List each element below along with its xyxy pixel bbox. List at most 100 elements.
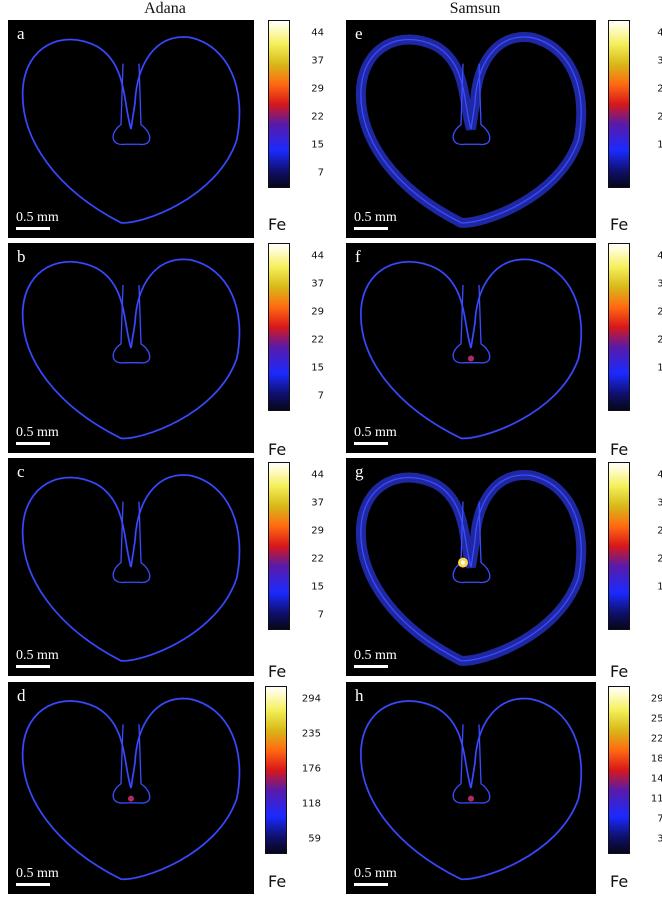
- scale-bar-line: [16, 665, 50, 668]
- colorbar-tick-label: 44: [657, 27, 662, 39]
- image-panel-f: f 0.5 mm: [346, 243, 596, 453]
- element-label-fe: Fe: [610, 872, 629, 891]
- scale-bar: 0.5 mm: [354, 425, 397, 445]
- colorbar-tick-label: 74: [657, 813, 662, 825]
- colorbar-tick-label: 15: [311, 581, 324, 593]
- colorbar: [608, 686, 630, 854]
- colorbar-tick-label: 176: [301, 763, 321, 775]
- colorbar-tick-label: 29: [311, 525, 324, 537]
- panel-label: a: [17, 24, 25, 43]
- colorbar-tick-label: 59: [308, 833, 321, 845]
- scale-bar-line: [16, 227, 50, 230]
- image-panel-d: d 0.5 mm: [8, 682, 254, 894]
- scale-bar: 0.5 mm: [16, 210, 59, 230]
- panel-label: d: [17, 686, 26, 705]
- scale-bar-label: 0.5 mm: [354, 210, 397, 225]
- panel-label: f: [355, 247, 361, 266]
- scale-bar: 0.5 mm: [16, 425, 59, 445]
- colorbar-tick-label: 37: [657, 55, 662, 67]
- scale-bar-line: [16, 442, 50, 445]
- colorbar-tick-label: 29: [311, 83, 324, 95]
- scale-bar-label: 0.5 mm: [354, 866, 397, 881]
- colorbar-tick-label: 257: [650, 713, 662, 725]
- colorbar-tick-label: 22: [657, 553, 662, 565]
- scale-bar-line: [354, 883, 388, 886]
- colorbar: [265, 686, 287, 854]
- scale-bar-label: 0.5 mm: [16, 866, 59, 881]
- column-title-adana: Adana: [144, 0, 186, 17]
- image-panel-g: g 0.5 mm: [346, 458, 596, 676]
- colorbar-tick-label: 37: [657, 278, 662, 290]
- colorbar-tick-label: 22: [657, 111, 662, 123]
- scale-bar: 0.5 mm: [354, 866, 397, 886]
- scale-bar: 0.5 mm: [16, 648, 59, 668]
- colorbar-tick-label: 15: [311, 362, 324, 374]
- colorbar: [608, 462, 630, 630]
- colorbar-tick-label: 37: [311, 55, 324, 67]
- colorbar-tick-label: 221: [650, 733, 662, 745]
- colorbar-tick-label: 37: [311, 278, 324, 290]
- fe-distribution-map: [21, 474, 241, 662]
- panel-label: e: [355, 24, 363, 43]
- colorbar-tick-label: 7: [317, 167, 324, 179]
- colorbar-tick-label: 147: [650, 773, 662, 785]
- scale-bar-line: [16, 883, 50, 886]
- image-panel-a: a 0.5 mm: [8, 20, 254, 238]
- scale-bar-label: 0.5 mm: [354, 425, 397, 440]
- fe-distribution-map: [355, 32, 587, 228]
- element-label-fe: Fe: [610, 662, 629, 681]
- colorbar: [268, 20, 290, 188]
- colorbar-tick-label: 118: [301, 798, 321, 810]
- fe-distribution-map: [21, 36, 241, 224]
- colorbar-tick-label: 294: [650, 693, 662, 705]
- scale-bar: 0.5 mm: [354, 210, 397, 230]
- image-panel-h: h 0.5 mm: [346, 682, 596, 894]
- image-panel-c: c 0.5 mm: [8, 458, 254, 676]
- colorbar: [608, 20, 630, 188]
- panel-label: c: [17, 462, 25, 481]
- colorbar-tick-label: 22: [311, 553, 324, 565]
- element-label-fe: Fe: [268, 440, 287, 459]
- colorbar-tick-label: 235: [301, 728, 321, 740]
- colorbar-tick-label: 15: [657, 581, 662, 593]
- element-label-fe: Fe: [268, 215, 287, 234]
- element-label-fe: Fe: [268, 662, 287, 681]
- image-panel-e: e 0.5 mm: [346, 20, 596, 238]
- image-panel-b: b 0.5 mm: [8, 243, 254, 453]
- scale-bar: 0.5 mm: [354, 648, 397, 668]
- fe-distribution-map: [359, 258, 583, 440]
- colorbar-tick-label: 22: [657, 334, 662, 346]
- fe-distribution-map: [21, 697, 241, 881]
- colorbar-tick-label: 7: [317, 390, 324, 402]
- element-label-fe: Fe: [610, 440, 629, 459]
- colorbar-tick-label: 44: [311, 27, 324, 39]
- colorbar-tick-label: 44: [657, 250, 662, 262]
- scale-bar-label: 0.5 mm: [354, 648, 397, 663]
- colorbar: [608, 243, 630, 411]
- column-title-samsun: Samsun: [449, 0, 501, 17]
- panel-label: b: [17, 247, 26, 266]
- colorbar-tick-label: 7: [317, 609, 324, 621]
- scale-bar-label: 0.5 mm: [16, 425, 59, 440]
- panel-label: g: [355, 462, 364, 481]
- scale-bar-line: [354, 665, 388, 668]
- colorbar-tick-label: 29: [311, 306, 324, 318]
- colorbar-tick-label: 37: [657, 497, 662, 509]
- colorbar: [268, 462, 290, 630]
- colorbar-tick-label: 37: [311, 497, 324, 509]
- colorbar-tick-label: 29: [657, 525, 662, 537]
- scale-bar-line: [354, 227, 388, 230]
- colorbar-ticks: 294 235 176 118 59: [287, 686, 321, 852]
- colorbar-tick-label: 15: [311, 139, 324, 151]
- colorbar-tick-label: 15: [657, 362, 662, 374]
- fe-distribution-map: [359, 697, 583, 881]
- fe-distribution-map: [21, 258, 241, 440]
- scale-bar-label: 0.5 mm: [16, 648, 59, 663]
- colorbar-tick-label: 29: [657, 83, 662, 95]
- fe-distribution-map: [355, 470, 587, 666]
